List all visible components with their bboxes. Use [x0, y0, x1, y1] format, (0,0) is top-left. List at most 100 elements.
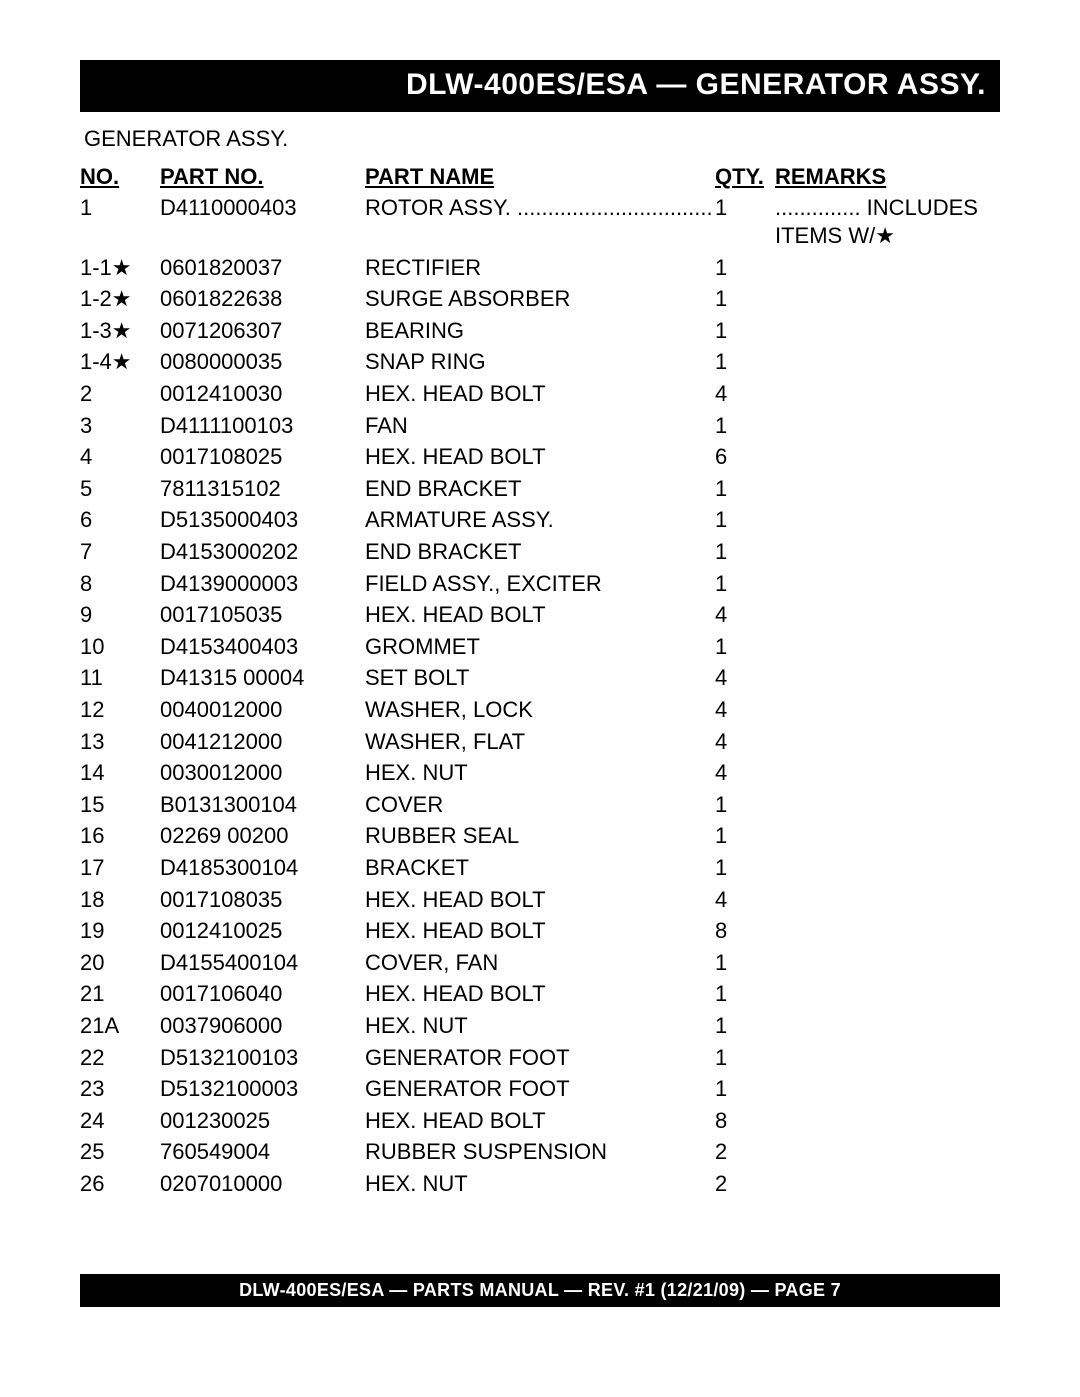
cell-partno: D5132100003 [160, 1074, 365, 1106]
cell-remarks [775, 695, 1000, 727]
cell-qty: 1 [715, 252, 775, 284]
cell-qty: 1 [715, 568, 775, 600]
cell-remarks [775, 631, 1000, 663]
col-header-remarks: Remarks [775, 162, 1000, 192]
cell-no: 10 [80, 631, 160, 663]
cell-remarks [775, 410, 1000, 442]
cell-partno: 0012410030 [160, 379, 365, 411]
cell-partname: COVER [365, 789, 715, 821]
cell-partno: 0037906000 [160, 1010, 365, 1042]
table-row: 40017108025HEX. HEAD BOLT6 [80, 442, 1000, 474]
cell-remarks [775, 758, 1000, 790]
cell-partname: HEX. NUT [365, 758, 715, 790]
cell-qty: 1 [715, 347, 775, 379]
cell-qty: 1 [715, 1074, 775, 1106]
cell-partno: 0012410025 [160, 916, 365, 948]
table-row: 190012410025HEX. HEAD BOLT8 [80, 916, 1000, 948]
cell-qty: 4 [715, 726, 775, 758]
cell-partno: 0030012000 [160, 758, 365, 790]
cell-partno: D4153400403 [160, 631, 365, 663]
cell-partname: HEX. HEAD BOLT [365, 379, 715, 411]
table-row: 23D5132100003GENERATOR FOOT1 [80, 1074, 1000, 1106]
cell-partno: 0017105035 [160, 600, 365, 632]
cell-partname: BRACKET [365, 852, 715, 884]
cell-partno: 7811315102 [160, 473, 365, 505]
cell-partno: D4153000202 [160, 537, 365, 569]
cell-qty: 1 [715, 821, 775, 853]
table-row: 1602269 00200RUBBER SEAL1 [80, 821, 1000, 853]
cell-no: 14 [80, 758, 160, 790]
cell-partname: GENERATOR FOOT [365, 1074, 715, 1106]
cell-no: 17 [80, 852, 160, 884]
cell-qty: 8 [715, 916, 775, 948]
cell-partname: HEX. HEAD BOLT [365, 884, 715, 916]
table-row: 20D4155400104COVER, FAN1 [80, 947, 1000, 979]
cell-partno: 760549004 [160, 1137, 365, 1169]
cell-partname: HEX. HEAD BOLT [365, 442, 715, 474]
cell-qty: 1 [715, 473, 775, 505]
cell-no: 21A [80, 1010, 160, 1042]
table-row: 1-2★0601822638SURGE ABSORBER1 [80, 284, 1000, 316]
table-row: 24001230025HEX. HEAD BOLT8 [80, 1105, 1000, 1137]
table-row: 57811315102END BRACKET1 [80, 473, 1000, 505]
page-title-bar: DLW-400ES/ESA — GENERATOR ASSY. [80, 60, 1000, 112]
cell-partno: 0071206307 [160, 315, 365, 347]
cell-remarks [775, 789, 1000, 821]
cell-no: 1-4★ [80, 347, 160, 379]
page-title: DLW-400ES/ESA — GENERATOR ASSY. [406, 68, 986, 101]
cell-partname: BEARING [365, 315, 715, 347]
cell-partno: D4155400104 [160, 947, 365, 979]
cell-remarks [775, 568, 1000, 600]
page-footer-bar: DLW-400ES/ESA — PARTS MANUAL — REV. #1 (… [80, 1274, 1000, 1307]
cell-partname: HEX. NUT [365, 1010, 715, 1042]
cell-partname: HEX. NUT [365, 1168, 715, 1200]
cell-no: 1 [80, 192, 160, 252]
cell-partno: 0080000035 [160, 347, 365, 379]
cell-qty: 4 [715, 884, 775, 916]
cell-partname: COVER, FAN [365, 947, 715, 979]
cell-qty: 1 [715, 315, 775, 347]
cell-no: 1-3★ [80, 315, 160, 347]
cell-remarks [775, 663, 1000, 695]
cell-remarks [775, 852, 1000, 884]
cell-partname: RECTIFIER [365, 252, 715, 284]
cell-no: 24 [80, 1105, 160, 1137]
section-subtitle: GENERATOR ASSY. [84, 126, 1000, 152]
cell-no: 22 [80, 1042, 160, 1074]
table-row: 20012410030HEX. HEAD BOLT4 [80, 379, 1000, 411]
cell-remarks [775, 315, 1000, 347]
cell-qty: 1 [715, 852, 775, 884]
cell-no: 18 [80, 884, 160, 916]
cell-partname: HEX. HEAD BOLT [365, 916, 715, 948]
cell-qty: 4 [715, 695, 775, 727]
cell-remarks [775, 505, 1000, 537]
table-row: 120040012000WASHER, LOCK4 [80, 695, 1000, 727]
cell-no: 4 [80, 442, 160, 474]
cell-no: 5 [80, 473, 160, 505]
table-row: 6D5135000403ARMATURE ASSY.1 [80, 505, 1000, 537]
cell-partname: HEX. HEAD BOLT [365, 979, 715, 1011]
cell-no: 3 [80, 410, 160, 442]
cell-partno: 0017106040 [160, 979, 365, 1011]
cell-qty: 4 [715, 758, 775, 790]
cell-qty: 4 [715, 379, 775, 411]
cell-partname: SET BOLT [365, 663, 715, 695]
cell-qty: 1 [715, 410, 775, 442]
cell-partname: END BRACKET [365, 537, 715, 569]
cell-qty: 1 [715, 192, 775, 252]
cell-remarks [775, 947, 1000, 979]
cell-no: 8 [80, 568, 160, 600]
cell-remarks [775, 379, 1000, 411]
cell-no: 2 [80, 379, 160, 411]
cell-qty: 1 [715, 631, 775, 663]
cell-no: 16 [80, 821, 160, 853]
cell-remarks [775, 1137, 1000, 1169]
cell-remarks [775, 537, 1000, 569]
cell-remarks [775, 252, 1000, 284]
cell-remarks [775, 1042, 1000, 1074]
cell-partno: 02269 00200 [160, 821, 365, 853]
cell-remarks: .............. INCLUDES ITEMS W/★ [775, 192, 1000, 252]
cell-remarks [775, 347, 1000, 379]
cell-partname: SURGE ABSORBER [365, 284, 715, 316]
table-row: 21A0037906000HEX. NUT1 [80, 1010, 1000, 1042]
